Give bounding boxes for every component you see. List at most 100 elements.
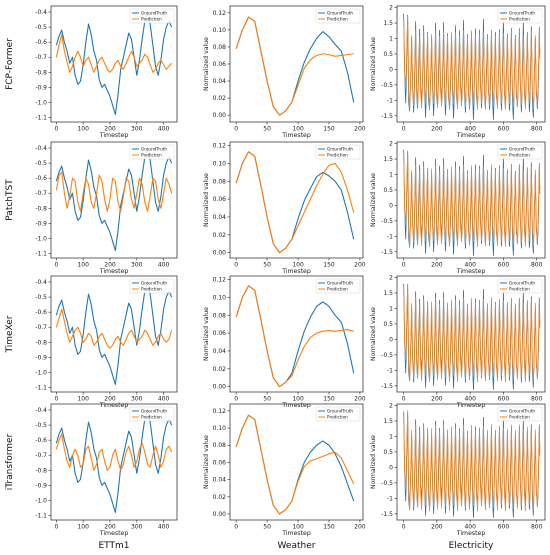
x-tick-label: 600 [498,396,510,403]
y-tick-label: -0.6 [35,437,47,444]
legend-box [129,8,175,24]
prediction-line [235,414,355,515]
prediction-line [55,308,173,349]
subplot-TimeXer-Electricity: 0 200 400 600 800 -1.5 -1 -0.5 0 0.5 1 1.5 2 Timestep… [370,275,546,409]
x-tick-label: 150 [323,524,335,531]
x-tick-label: 200 [354,126,366,133]
x-tick-label: 200 [104,396,116,403]
series-group [235,16,355,116]
x-tick-label: 400 [464,262,476,269]
y-tick-label: -0.6 [35,175,47,182]
x-tick-label: 0 [234,262,238,269]
row-label-iTransformer: iTransformer [5,433,15,490]
legend-prediction-label: Prediction [141,17,162,22]
y-tick-label: 0.04 [213,348,227,355]
x-axis-label: Timestep [99,402,129,409]
subplot-FCP-Former-Weather: 0 50 100 150 200 0.00 0.02 0.04 0.06 0.08 0.10 0.12… [203,5,366,139]
y-tick-label: 0.04 [213,214,227,221]
subplot-PatchTST-ETTm1: 0 100 200 300 400 -1.1 -1.0 -0.9 -0.8 -0.7 -0.6 -0.… [35,141,178,275]
x-tick-label: 800 [531,126,543,133]
x-tick-label: 600 [498,262,510,269]
x-tick-label: 200 [431,396,443,403]
y-tick-label: 0.5 [383,321,393,328]
y-tick-label: -1.5 [381,249,393,256]
x-tick-label: 0 [54,126,58,133]
y-tick-label: -0.7 [35,190,47,197]
legend-ground-truth-label: GroundTruth [141,11,167,16]
y-tick-label: 0.5 [383,449,393,456]
x-tick-label: 0 [402,262,406,269]
legend-box [315,8,361,24]
x-tick-label: 400 [158,126,170,133]
x-tick-label: 200 [354,524,366,531]
x-tick-label: 400 [158,524,170,531]
y-axis-label: Normalized value [370,307,377,361]
x-tick-label: 0 [234,126,238,133]
x-axis-label: Timestep [281,530,311,537]
y-tick-label: 0.5 [383,187,393,194]
subplot-FCP-Former-Electricity: 0 200 400 600 800 -1.5 -1 -0.5 0 0.5 1 1.5 2 Timestep… [370,5,546,139]
y-tick-label: -1.0 [35,99,47,106]
x-tick-label: 0 [402,524,406,531]
x-tick-label: 100 [77,262,89,269]
y-tick-label: 0.12 [213,277,227,284]
subplot-PatchTST-Electricity: 0 200 400 600 800 -1.5 -1 -0.5 0 0.5 1 1.5 2 Timestep… [370,141,546,275]
x-tick-label: 50 [263,126,271,133]
y-tick-label: 1 [389,305,393,312]
y-tick-label: 0.04 [213,477,227,484]
y-tick-label: 0.10 [213,294,227,301]
y-tick-label: 0.10 [213,160,227,167]
y-tick-label: 0.02 [213,494,227,501]
subplot-TimeXer-ETTm1: 0 100 200 300 400 -1.1 -1.0 -0.9 -0.8 -0.7 -0.6 -0.… [35,275,178,409]
y-tick-label: 0 [389,66,393,73]
axes-frame [50,275,178,393]
y-tick-label: 0 [389,336,393,343]
x-axis-label: Timestep [456,132,486,139]
y-tick-label: 0.10 [213,425,227,432]
y-tick-label: -1 [387,97,393,104]
x-tick-label: 100 [77,396,89,403]
legend-box [497,144,543,160]
y-tick-label: 1.5 [383,290,393,297]
y-tick-label: 1.5 [383,20,393,27]
y-axis-label: Normalized value [203,435,210,489]
series-group [403,283,541,390]
y-tick-label: 0.10 [213,27,227,34]
x-tick-label: 300 [131,126,143,133]
x-tick-label: 0 [234,524,238,531]
ground-truth-line [235,16,355,116]
y-tick-label: -0.5 [35,294,47,301]
x-axis-label: Timestep [456,402,486,409]
axes-frame [229,275,364,393]
y-tick-label: 0.04 [213,78,227,85]
y-tick-label: 0.06 [213,459,227,466]
x-tick-label: 800 [531,262,543,269]
legend-box [497,278,543,294]
x-axis-label: Timestep [99,268,129,275]
legend-prediction-label: Prediction [141,287,162,292]
y-axis-label: Normalized value [203,37,210,91]
legend-box [129,144,175,160]
x-tick-label: 400 [464,524,476,531]
x-tick-label: 200 [431,524,443,531]
y-tick-label: 0.02 [213,232,227,239]
y-tick-label: 0.08 [213,178,227,185]
y-axis-label: Normalized value [370,37,377,91]
x-axis-label: Timestep [99,132,129,139]
x-tick-label: 200 [104,262,116,269]
x-axis-label: Timestep [456,268,486,275]
legend-prediction-label: Prediction [509,17,530,22]
legend-ground-truth-label: GroundTruth [327,11,353,16]
y-tick-label: -0.5 [35,24,47,31]
x-tick-label: 50 [263,396,271,403]
x-tick-label: 200 [431,262,443,269]
column-label-ETTm1: ETTm1 [98,541,129,551]
y-tick-label: 0.00 [213,250,227,257]
x-tick-label: 200 [104,126,116,133]
series-group [403,410,541,518]
y-tick-label: -1.5 [381,113,393,120]
prediction-line [55,433,173,471]
